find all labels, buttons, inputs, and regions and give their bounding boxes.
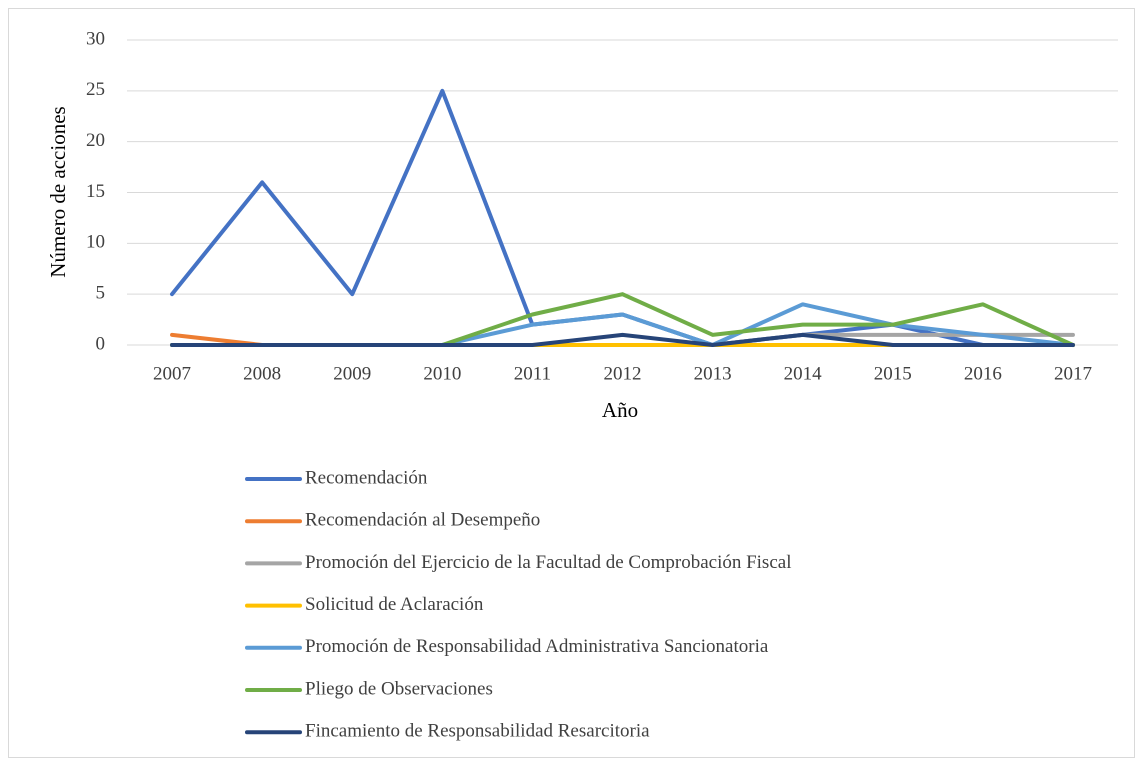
legend-label: Promoción de Responsabilidad Administrat… — [305, 636, 769, 657]
y-tick-label: 5 — [96, 283, 106, 304]
x-tick-label: 2015 — [874, 363, 912, 384]
x-axis-label: Año — [602, 398, 638, 422]
legend-label: Recomendación al Desempeño — [305, 510, 540, 531]
x-tick-label: 2014 — [784, 363, 823, 384]
legend-label: Fincamiento de Responsabilidad Resarcito… — [305, 721, 650, 742]
chart-frame — [8, 8, 1135, 758]
y-tick-label: 15 — [86, 181, 105, 202]
x-tick-label: 2017 — [1054, 363, 1092, 384]
series-line — [170, 292, 1075, 347]
y-tick-label: 25 — [86, 79, 105, 100]
y-tick-label: 0 — [96, 333, 106, 354]
x-tick-label: 2007 — [153, 363, 191, 384]
series-line — [170, 88, 1075, 347]
legend-label: Pliego de Observaciones — [305, 678, 493, 699]
series-line — [170, 332, 1075, 347]
x-tick-label: 2010 — [423, 363, 461, 384]
x-tick-label: 2013 — [694, 363, 732, 384]
legend-label: Solicitud de Aclaración — [305, 594, 484, 615]
y-axis-label: Número de acciones — [46, 106, 70, 277]
y-tick-label: 20 — [86, 130, 105, 151]
x-tick-label: 2016 — [964, 363, 1002, 384]
legend-label: Recomendación — [305, 467, 428, 488]
series-line — [170, 302, 1075, 347]
legend-label: Promoción del Ejercicio de la Facultad d… — [305, 552, 791, 573]
x-tick-label: 2012 — [604, 363, 642, 384]
x-tick-label: 2009 — [333, 363, 371, 384]
x-tick-label: 2011 — [514, 363, 551, 384]
y-tick-label: 10 — [86, 232, 105, 253]
x-tick-label: 2008 — [243, 363, 281, 384]
y-tick-label: 30 — [86, 28, 105, 49]
